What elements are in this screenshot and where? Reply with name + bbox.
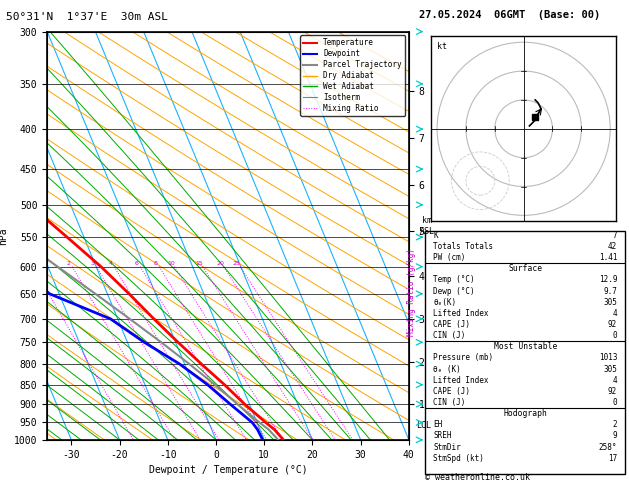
Text: 42: 42 <box>608 242 617 251</box>
Text: 17: 17 <box>608 454 617 463</box>
Text: 4: 4 <box>613 376 617 385</box>
Text: 27.05.2024  06GMT  (Base: 00): 27.05.2024 06GMT (Base: 00) <box>419 10 600 20</box>
Text: 305: 305 <box>603 364 617 374</box>
Text: 4: 4 <box>613 309 617 318</box>
Text: Totals Totals: Totals Totals <box>433 242 493 251</box>
Text: Dewp (°C): Dewp (°C) <box>433 287 475 295</box>
Text: 4: 4 <box>109 261 113 266</box>
Text: 9.7: 9.7 <box>603 287 617 295</box>
Text: Mixing Ratio (g/kg): Mixing Ratio (g/kg) <box>408 248 416 335</box>
Text: © weatheronline.co.uk: © weatheronline.co.uk <box>425 473 530 482</box>
Text: Surface: Surface <box>508 264 542 273</box>
X-axis label: Dewpoint / Temperature (°C): Dewpoint / Temperature (°C) <box>148 465 308 475</box>
Text: 0: 0 <box>613 398 617 407</box>
Text: 15: 15 <box>196 261 203 266</box>
Text: StmDir: StmDir <box>433 443 461 451</box>
Y-axis label: km
ASL: km ASL <box>420 216 435 236</box>
Text: PW (cm): PW (cm) <box>433 253 465 262</box>
Text: 92: 92 <box>608 387 617 396</box>
Text: θₑ(K): θₑ(K) <box>433 298 456 307</box>
Text: 92: 92 <box>608 320 617 329</box>
Text: θₑ (K): θₑ (K) <box>433 364 461 374</box>
Text: CIN (J): CIN (J) <box>433 398 465 407</box>
Text: Lifted Index: Lifted Index <box>433 376 489 385</box>
Text: 305: 305 <box>603 298 617 307</box>
Text: 1: 1 <box>28 261 32 266</box>
Text: CAPE (J): CAPE (J) <box>433 387 470 396</box>
Text: CAPE (J): CAPE (J) <box>433 320 470 329</box>
Text: K: K <box>433 231 438 240</box>
Text: Most Unstable: Most Unstable <box>494 342 557 351</box>
Text: 50°31'N  1°37'E  30m ASL: 50°31'N 1°37'E 30m ASL <box>6 12 169 22</box>
Text: 9: 9 <box>613 432 617 440</box>
Text: LCL: LCL <box>416 421 431 431</box>
Text: 2: 2 <box>613 420 617 429</box>
Text: 8: 8 <box>153 261 158 266</box>
Text: 3: 3 <box>91 261 95 266</box>
Legend: Temperature, Dewpoint, Parcel Trajectory, Dry Adiabat, Wet Adiabat, Isotherm, Mi: Temperature, Dewpoint, Parcel Trajectory… <box>301 35 405 116</box>
Text: 25: 25 <box>233 261 240 266</box>
Text: 20: 20 <box>216 261 224 266</box>
Text: 12.9: 12.9 <box>599 276 617 284</box>
Text: 7: 7 <box>613 231 617 240</box>
Text: CIN (J): CIN (J) <box>433 331 465 340</box>
Text: 258°: 258° <box>599 443 617 451</box>
Text: Temp (°C): Temp (°C) <box>433 276 475 284</box>
Text: SREH: SREH <box>433 432 452 440</box>
Text: kt: kt <box>437 42 447 51</box>
Text: EH: EH <box>433 420 442 429</box>
Text: Pressure (mb): Pressure (mb) <box>433 353 493 363</box>
Y-axis label: hPa: hPa <box>0 227 8 244</box>
Text: 1013: 1013 <box>599 353 617 363</box>
Text: Lifted Index: Lifted Index <box>433 309 489 318</box>
Text: 10: 10 <box>167 261 175 266</box>
Text: 1.41: 1.41 <box>599 253 617 262</box>
Text: Hodograph: Hodograph <box>503 409 547 418</box>
Text: 2: 2 <box>67 261 71 266</box>
Text: 0: 0 <box>613 331 617 340</box>
Text: StmSpd (kt): StmSpd (kt) <box>433 454 484 463</box>
Text: 6: 6 <box>135 261 138 266</box>
